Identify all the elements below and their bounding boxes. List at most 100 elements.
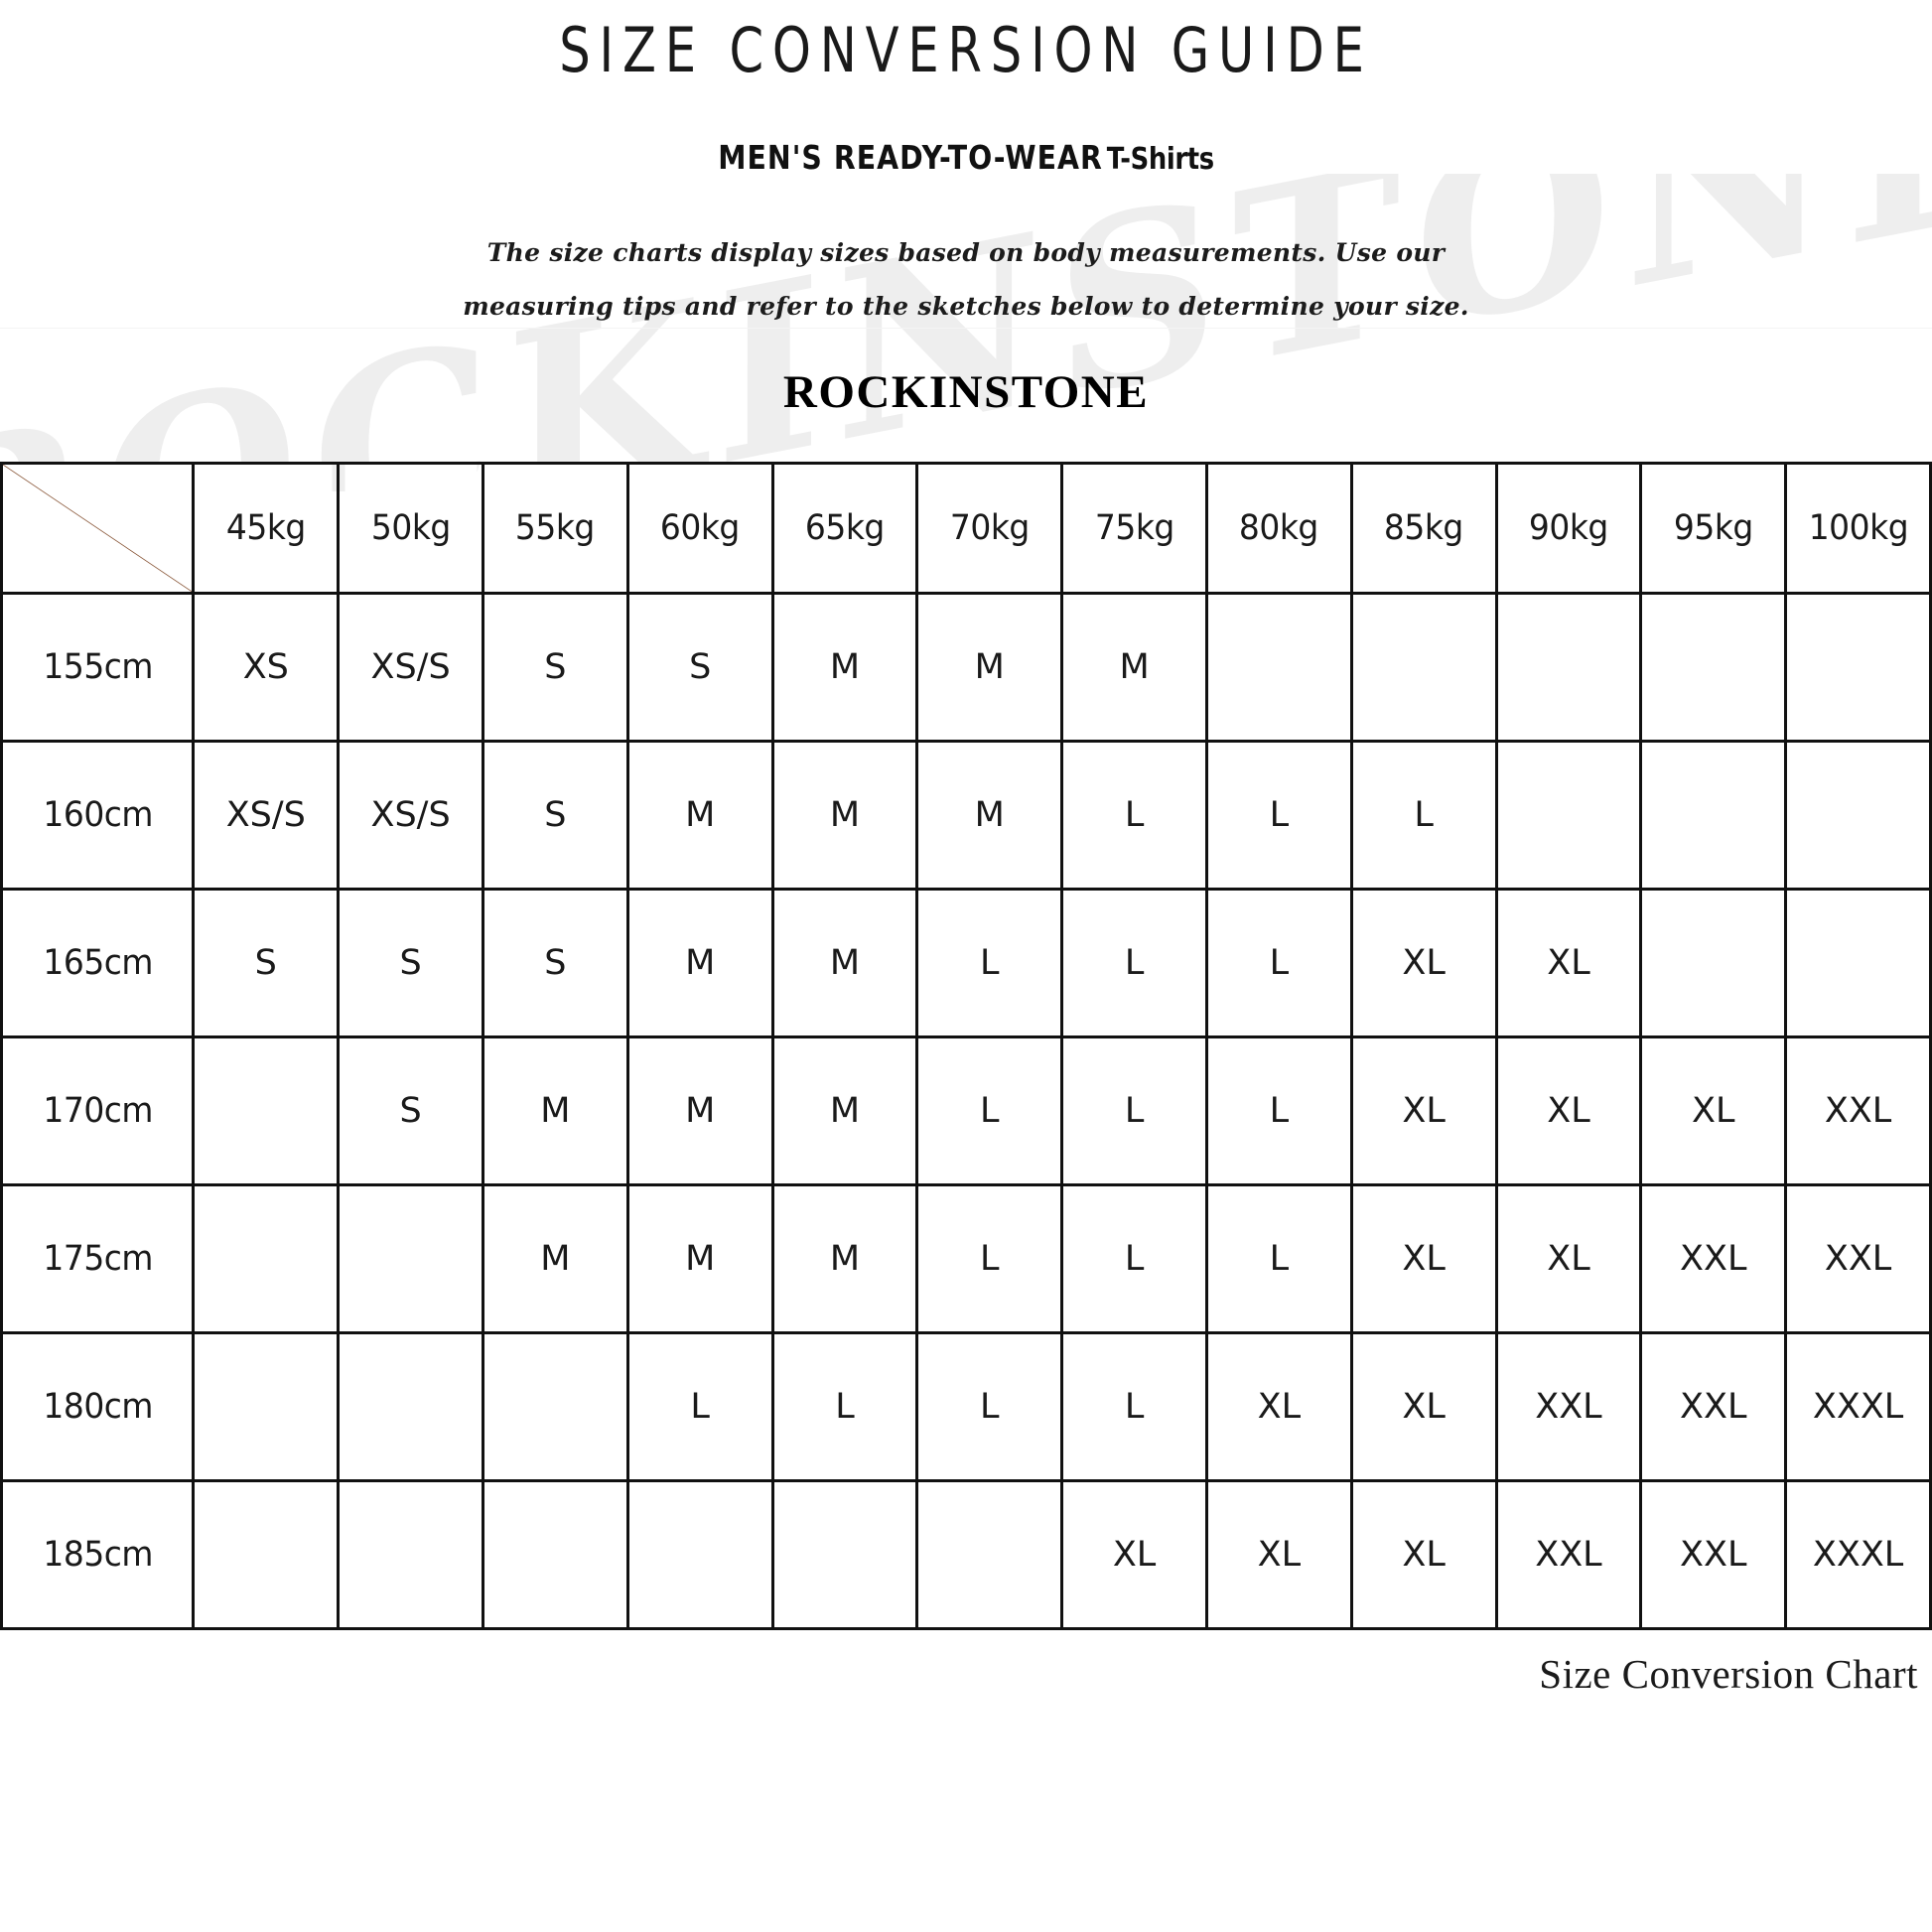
column-header-weight: 45kg — [196, 462, 336, 595]
size-cell: XXXL — [1784, 1331, 1932, 1482]
size-cell-empty — [770, 1479, 919, 1630]
size-cell-empty — [481, 1331, 629, 1482]
table-corner-cell — [0, 462, 196, 595]
size-cell: XL — [1349, 1479, 1498, 1630]
document-footer: Size Conversion Chart — [0, 1630, 1932, 1698]
column-header-weight: 65kg — [775, 462, 914, 595]
size-cell: L — [1060, 1183, 1208, 1334]
row-header-height: 170cm — [5, 1035, 190, 1186]
size-cell: XL — [1494, 1035, 1643, 1186]
size-conversion-table: 45kg 50kg 55kg 60kg 65kg 70kg 75kg 80kg 85kg 90kg… — [0, 462, 1932, 1630]
size-cell: XL — [1060, 1479, 1208, 1630]
size-cell-empty — [1349, 592, 1498, 743]
size-cell: XXXL — [1784, 1479, 1932, 1630]
size-cell: XL — [1494, 1183, 1643, 1334]
size-cell: XXL — [1639, 1183, 1788, 1334]
column-header-weight: 55kg — [485, 462, 625, 595]
size-cell: M — [770, 592, 919, 743]
size-cell: S — [337, 1035, 484, 1186]
table-row: 155cm XS XS/S S S M M M — [2, 592, 1932, 743]
column-header-weight: 95kg — [1643, 462, 1783, 595]
table-row: 180cm L L L L XL XL XXL XXL XXXL — [2, 1331, 1932, 1482]
size-cell: L — [770, 1331, 919, 1482]
size-cell: S — [481, 740, 629, 891]
column-header-weight: 70kg — [919, 462, 1059, 595]
size-cell: L — [915, 1035, 1064, 1186]
size-cell: XL — [1349, 1035, 1498, 1186]
size-cell: XXL — [1494, 1331, 1643, 1482]
size-cell: M — [481, 1183, 629, 1334]
page-title: SIZE CONVERSION GUIDE — [559, 14, 1373, 86]
size-cell-empty — [1784, 888, 1932, 1038]
size-cell: M — [915, 740, 1064, 891]
column-header-weight: 90kg — [1499, 462, 1638, 595]
size-cell: L — [1204, 888, 1353, 1038]
subtitle-product: T-Shirts — [1106, 142, 1214, 177]
size-cell: S — [192, 888, 341, 1038]
size-cell-empty — [192, 1479, 341, 1630]
size-cell: XS/S — [337, 592, 484, 743]
size-cell: L — [1060, 888, 1208, 1038]
size-cell-empty — [192, 1183, 341, 1334]
column-header-weight: 85kg — [1354, 462, 1494, 595]
size-cell: XS/S — [192, 740, 341, 891]
row-header-height: 185cm — [5, 1479, 190, 1630]
size-cell-empty — [915, 1479, 1064, 1630]
size-cell: XS/S — [337, 740, 484, 891]
size-cell: M — [915, 592, 1064, 743]
size-cell: L — [1060, 1331, 1208, 1482]
size-cell-empty — [192, 1035, 341, 1186]
size-cell: XL — [1494, 888, 1643, 1038]
size-cell: XXL — [1784, 1183, 1932, 1334]
row-header-height: 175cm — [5, 1183, 190, 1334]
description-text: The size charts display sizes based on b… — [463, 238, 1469, 321]
size-cell-empty — [192, 1331, 341, 1482]
size-cell-empty — [337, 1183, 484, 1334]
diagonal-divider-line — [3, 465, 192, 592]
footer-caption: Size Conversion Chart — [1539, 1651, 1918, 1697]
column-header-weight: 60kg — [630, 462, 770, 595]
size-cell-empty — [1204, 592, 1353, 743]
size-cell: L — [915, 1331, 1064, 1482]
size-cell: XL — [1639, 1035, 1788, 1186]
document-header: SIZE CONVERSION GUIDE MEN'S READY-TO-WEA… — [0, 0, 1932, 419]
table-row: 170cm S M M M L L L XL XL XL XXL — [2, 1035, 1932, 1186]
size-cell: L — [915, 888, 1064, 1038]
size-cell-empty — [1494, 740, 1643, 891]
table-row: 160cm XS/S XS/S S M M M L L L — [2, 740, 1932, 891]
column-header-weight: 100kg — [1788, 462, 1928, 595]
size-cell: L — [1204, 1035, 1353, 1186]
size-cell: S — [481, 888, 629, 1038]
size-cell-empty — [337, 1331, 484, 1482]
size-cell: L — [1060, 740, 1208, 891]
size-cell: L — [1204, 740, 1353, 891]
size-cell-empty — [625, 1479, 774, 1630]
table-header-row: 45kg 50kg 55kg 60kg 65kg 70kg 75kg 80kg 85kg 90kg… — [0, 462, 1931, 595]
size-cell: L — [1204, 1183, 1353, 1334]
column-header-weight: 50kg — [341, 462, 481, 595]
size-cell: S — [481, 592, 629, 743]
size-cell: XS — [192, 592, 341, 743]
size-cell: M — [625, 740, 774, 891]
size-cell: XL — [1204, 1331, 1353, 1482]
size-cell: M — [625, 1183, 774, 1334]
size-cell: L — [625, 1331, 774, 1482]
column-header-weight: 75kg — [1064, 462, 1204, 595]
row-header-height: 155cm — [5, 592, 190, 743]
size-cell: M — [481, 1035, 629, 1186]
size-cell: XL — [1349, 888, 1498, 1038]
size-cell: XXL — [1639, 1479, 1788, 1630]
table-row: 185cm XL XL XL XXL XXL XXXL — [2, 1479, 1932, 1630]
size-cell: M — [770, 740, 919, 891]
size-cell: M — [770, 1035, 919, 1186]
size-cell: M — [770, 888, 919, 1038]
size-cell-empty — [1494, 592, 1643, 743]
size-cell-empty — [1639, 740, 1788, 891]
size-cell: M — [1060, 592, 1208, 743]
size-cell: XXL — [1494, 1479, 1643, 1630]
subtitle-category: MEN'S READY-TO-WEAR — [718, 138, 1103, 177]
size-cell: S — [625, 592, 774, 743]
size-cell: L — [915, 1183, 1064, 1334]
size-cell-empty — [1639, 888, 1788, 1038]
size-cell: XL — [1349, 1183, 1498, 1334]
